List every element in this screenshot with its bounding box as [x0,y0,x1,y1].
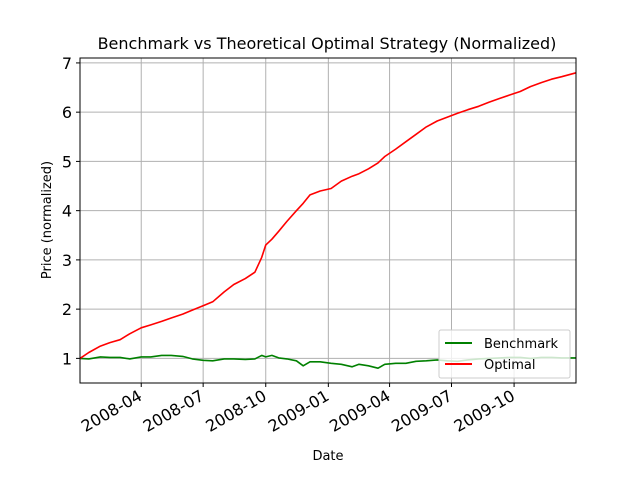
x-axis-label: Date [312,449,343,464]
y-tick-label: 5 [62,152,72,171]
y-tick-label: 7 [62,54,72,73]
y-axis-label: Price (normalized) [40,161,55,279]
legend: Benchmark Optimal [438,329,571,379]
series-line-optimal [79,72,577,360]
y-axis: 1 2 3 4 5 6 7 [62,54,80,368]
y-tick-label: 3 [62,251,72,270]
grid [80,58,576,383]
y-tick-label: 1 [62,349,72,368]
y-tick-label: 4 [62,202,72,221]
chart-title: Benchmark vs Theoretical Optimal Strateg… [98,34,557,53]
y-tick-label: 6 [62,103,72,122]
legend-label-optimal: Optimal [484,358,535,373]
legend-label-benchmark: Benchmark [484,337,559,352]
y-tick-label: 2 [62,300,72,319]
